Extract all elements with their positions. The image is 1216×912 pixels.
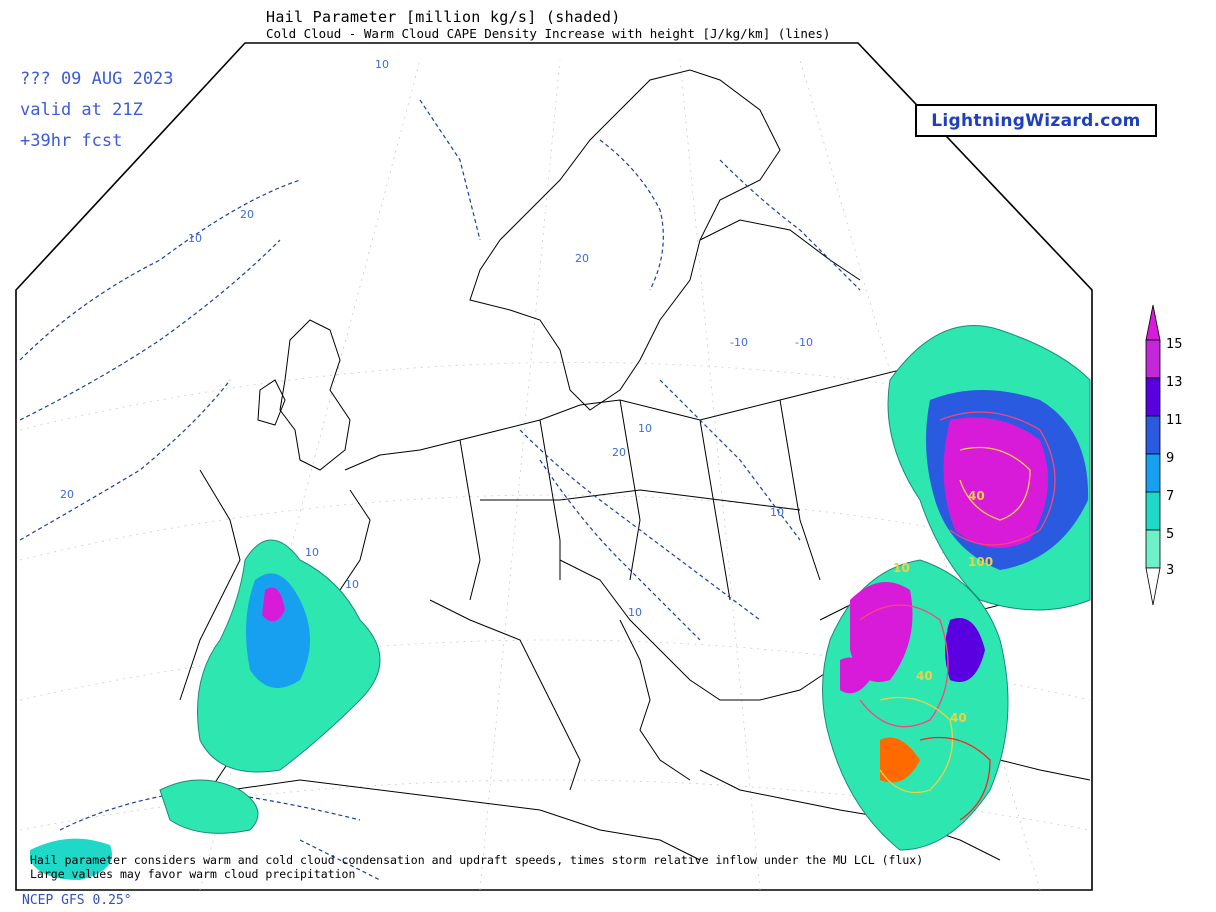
run-forecast-hour: +39hr fcst [20,131,123,151]
legend-labels: 15 13 11 9 7 5 3 [1166,337,1183,578]
run-valid-time: valid at 21Z [20,100,143,120]
model-label: NCEP GFS 0.25° [22,893,132,908]
legend-label: 3 [1166,563,1174,578]
contour-label: 10 [305,546,319,559]
legend-colorbar [1145,304,1161,606]
hail-shading-east [822,325,1091,851]
contour-label: 10 [628,606,642,619]
contour-label: 20 [575,252,589,265]
legend-label: 9 [1166,451,1174,466]
contour-label: 20 [240,208,254,221]
cape-contours [19,99,861,881]
cape-label: 40 [968,489,985,503]
legend-label: 11 [1166,413,1183,428]
brand-logo: LightningWizard.com [915,104,1157,137]
run-date: ??? 09 AUG 2023 [20,69,174,89]
run-info: ??? 09 AUG 2023 valid at 21Z +39hr fcst [20,64,174,157]
contour-label: 10 [345,578,359,591]
cape-lines-east [859,411,1056,821]
contour-label: -10 [795,336,813,349]
footnote-line-2: Large values may favor warm cloud precip… [30,867,356,881]
contour-value-labels: 10 20 10 20 20 -10 -10 20 10 10 10 10 10 [60,58,813,619]
map-title: Hail Parameter [million kg/s] (shaded) [266,8,621,26]
contour-label: 10 [375,58,389,71]
legend-label: 7 [1166,489,1174,504]
contour-label: 20 [612,446,626,459]
cape-label: 10 [893,561,910,575]
contour-label: -10 [730,336,748,349]
contour-label: 10 [188,232,202,245]
cape-line-labels: 40 100 40 40 10 [893,489,993,725]
cape-label: 40 [916,669,933,683]
footnote-line-1: Hail parameter considers warm and cold c… [30,853,924,867]
cape-label: 40 [950,711,967,725]
contour-label: 20 [60,488,74,501]
legend-label: 13 [1166,375,1183,390]
contour-label: 10 [638,422,652,435]
legend-label: 5 [1166,527,1174,542]
map-subtitle: Cold Cloud - Warm Cloud CAPE Density Inc… [266,26,831,41]
hail-shading-west [30,539,381,880]
legend-label: 15 [1166,337,1183,352]
contour-label: 10 [770,506,784,519]
cape-label: 100 [968,555,993,569]
